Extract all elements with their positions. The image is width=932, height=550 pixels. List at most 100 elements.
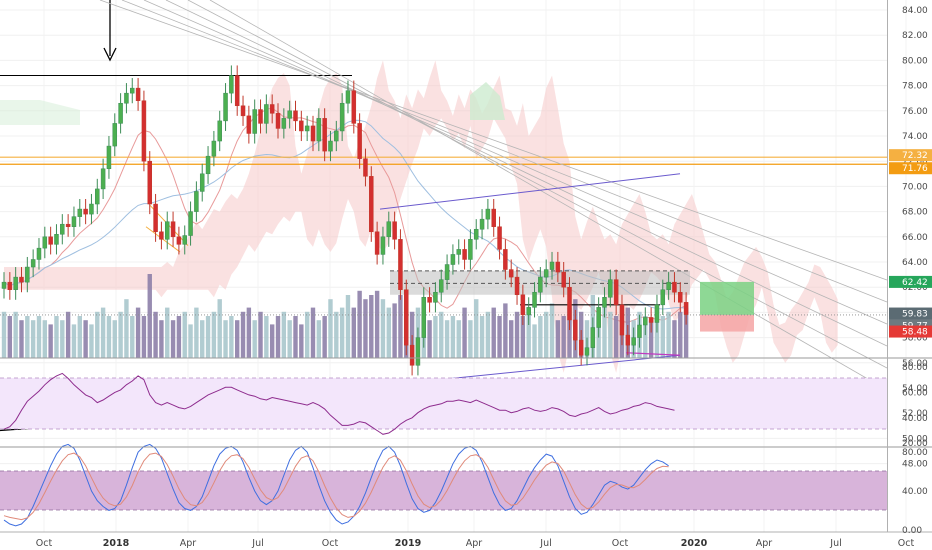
- price-tick-label: 80.00: [902, 56, 928, 66]
- volume-bar: [293, 316, 298, 358]
- volume-bar: [538, 316, 543, 358]
- candle-body: [596, 307, 601, 328]
- price-axis[interactable]: 84.00 82.00 80.00 78.00 76.00 74.00 72.00 70.00…: [902, 6, 928, 470]
- rsi-band: [0, 378, 887, 429]
- time-tick-label: 2020: [681, 538, 708, 549]
- volume-bar: [240, 311, 246, 358]
- volume-bar: [71, 324, 77, 358]
- candle-body: [188, 211, 193, 236]
- volume-bar: [95, 311, 100, 358]
- rsi-tick-label: 20.00: [902, 439, 928, 449]
- volume-bar: [509, 320, 514, 358]
- volume-bar: [456, 320, 461, 358]
- candle-body: [229, 75, 234, 94]
- candle-body: [450, 254, 456, 265]
- candle-body: [304, 125, 310, 132]
- rsi-tick-label: 80.00: [902, 363, 928, 373]
- volume-bar: [334, 311, 339, 358]
- volume-bar: [369, 295, 374, 358]
- volume-bar: [468, 320, 473, 358]
- candle-body: [479, 218, 485, 230]
- candle-body: [252, 109, 257, 134]
- volume-bar: [339, 307, 345, 358]
- candle-body: [613, 279, 619, 306]
- candle-body: [683, 302, 689, 315]
- volume-bar: [683, 307, 689, 358]
- candle-body: [497, 226, 502, 250]
- candle-body: [246, 115, 252, 134]
- price-tag-label: 62.42: [902, 278, 928, 288]
- volume-bar: [398, 295, 403, 358]
- price-tag: [889, 307, 932, 320]
- candle-body: [666, 281, 671, 290]
- volume-bar: [439, 311, 444, 358]
- candle-body: [654, 304, 660, 323]
- volume-bar: [25, 316, 30, 358]
- volume-bar: [141, 316, 147, 358]
- price-tag: [889, 162, 932, 175]
- price-tick-label: 76.00: [902, 107, 928, 117]
- candle-body: [672, 281, 677, 293]
- stoch-k-line: [3, 443, 669, 527]
- candle-body: [473, 228, 479, 240]
- volume-bar: [264, 316, 269, 358]
- volume-bar: [543, 311, 549, 358]
- price-tag-label: 59.83: [902, 310, 928, 320]
- volume-bar: [485, 311, 491, 358]
- stoch-axis[interactable]: 80.00 40.00 0.00: [902, 448, 928, 536]
- candle-body: [124, 92, 129, 104]
- candle-body: [118, 102, 123, 124]
- descending-trendline: [165, 0, 888, 347]
- price-tick-label: 74.00: [902, 132, 928, 142]
- ichimoku-cloud-area: [0, 100, 80, 125]
- volume-bar: [602, 307, 607, 358]
- volume-bar: [304, 311, 310, 358]
- candle-body: [526, 307, 531, 316]
- price-tick-label: 72.00: [902, 157, 928, 167]
- candle-body: [363, 158, 368, 177]
- candle-body: [369, 176, 374, 233]
- candle-body: [415, 337, 421, 366]
- arrow-head: [103, 47, 117, 62]
- candle-body: [409, 344, 415, 366]
- candle-body: [374, 231, 380, 255]
- candle-body: [83, 208, 88, 215]
- candle-body: [1, 281, 7, 289]
- candle-body: [590, 327, 596, 348]
- volume-bar: [106, 316, 112, 358]
- price-tick-label: 52.00: [902, 409, 928, 419]
- candle-body: [7, 281, 13, 290]
- stoch-pane[interactable]: [0, 443, 887, 527]
- rsi-pane[interactable]: [0, 372, 887, 435]
- price-tag-label: 58.48: [902, 328, 928, 338]
- rsi-axis[interactable]: 80.00 60.00 40.00 20.00: [902, 363, 928, 449]
- price-pane[interactable]: [0, 0, 907, 532]
- volume-bar: [567, 307, 572, 358]
- candle-body: [643, 317, 648, 326]
- candle-body: [584, 347, 590, 356]
- candle-body: [485, 208, 491, 220]
- volume-bar: [462, 307, 467, 358]
- volume-bar: [135, 307, 141, 358]
- candle-body: [555, 261, 561, 273]
- candle-body: [199, 173, 205, 192]
- candle-body: [100, 168, 106, 190]
- time-tick-label: Oct: [612, 538, 629, 549]
- time-axis[interactable]: Oct 2018 Apr Jul Oct 2019 Apr Jul Oct 2020 Apr Jul O…: [36, 538, 915, 549]
- price-tick-label: 82.00: [902, 31, 928, 41]
- descending-trendline: [143, 0, 888, 325]
- volume-bar: [357, 290, 362, 358]
- candle-body: [287, 110, 292, 119]
- candle-body: [164, 221, 170, 240]
- volume-bar: [1, 311, 7, 358]
- price-tick-label: 84.00: [902, 6, 928, 16]
- volume-bar: [19, 320, 24, 358]
- volume-bar: [223, 320, 228, 358]
- volume-bar: [474, 299, 479, 358]
- stoch-series: [3, 443, 669, 527]
- candle-body: [508, 269, 514, 278]
- candle-body: [211, 140, 217, 157]
- price-tag-label: 71.76: [902, 164, 928, 174]
